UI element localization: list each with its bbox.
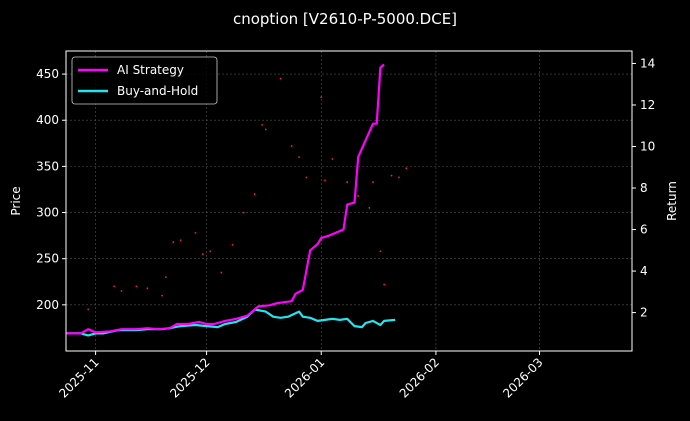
right-tick-label: 10 [640, 140, 655, 154]
series-lines [66, 63, 396, 337]
price-point [120, 290, 123, 292]
price-point [179, 239, 182, 242]
y-axis-label-right: Return [665, 181, 679, 221]
left-tick-label: 200 [36, 298, 59, 312]
right-tick-label: 2 [640, 306, 648, 320]
price-point [324, 179, 326, 182]
price-point [372, 181, 374, 183]
price-point [113, 285, 115, 288]
price-point [405, 167, 408, 170]
price-point [209, 250, 212, 253]
left-tick-label: 450 [36, 67, 59, 81]
price-point [390, 174, 393, 177]
price-point [290, 145, 293, 147]
price-point [253, 193, 256, 195]
price-point [357, 195, 360, 197]
left-tick-label: 300 [36, 206, 59, 220]
price-point [261, 123, 263, 126]
price-point [368, 207, 371, 209]
price-point [87, 308, 90, 311]
legend-box [71, 56, 218, 105]
price-point [298, 156, 300, 159]
price-point [383, 283, 386, 286]
price-point [331, 158, 334, 160]
price-point [201, 253, 204, 255]
price-point [231, 243, 234, 246]
price-point [398, 176, 400, 179]
left-tick-label: 250 [36, 252, 59, 266]
legend: AI Strategy Buy-and-Hold [71, 56, 218, 105]
right-y-axis: 2 4 6 8 10 12 14 [632, 56, 655, 320]
chart-title: cnoption [V2610-P-5000.DCE] [233, 10, 457, 28]
price-point [172, 241, 175, 243]
right-tick-label: 4 [640, 264, 648, 278]
legend-label: AI Strategy [117, 63, 184, 77]
right-tick-label: 14 [640, 56, 655, 70]
price-point [379, 250, 382, 253]
right-tick-label: 12 [640, 98, 655, 112]
price-point [264, 128, 267, 131]
plot-frame [65, 50, 633, 352]
price-point [164, 276, 167, 279]
legend-label: Buy-and-Hold [117, 84, 198, 98]
left-tick-label: 400 [36, 113, 59, 127]
price-point [135, 285, 138, 288]
price-point [146, 287, 149, 290]
y-axis-label-left: Price [9, 186, 23, 215]
price-point [194, 231, 197, 234]
left-tick-label: 350 [36, 159, 59, 173]
price-point [305, 176, 308, 179]
price-point [220, 271, 223, 274]
left-y-axis: 200 250 300 350 400 450 [36, 67, 66, 312]
price-point [242, 211, 245, 214]
price-point [161, 294, 164, 297]
right-tick-label: 8 [640, 181, 648, 195]
price-point [346, 181, 349, 183]
series-line-ai-strategy [66, 63, 385, 335]
right-tick-label: 6 [640, 223, 648, 237]
price-dots [87, 77, 408, 311]
price-point [279, 77, 282, 80]
price-point [320, 96, 323, 99]
